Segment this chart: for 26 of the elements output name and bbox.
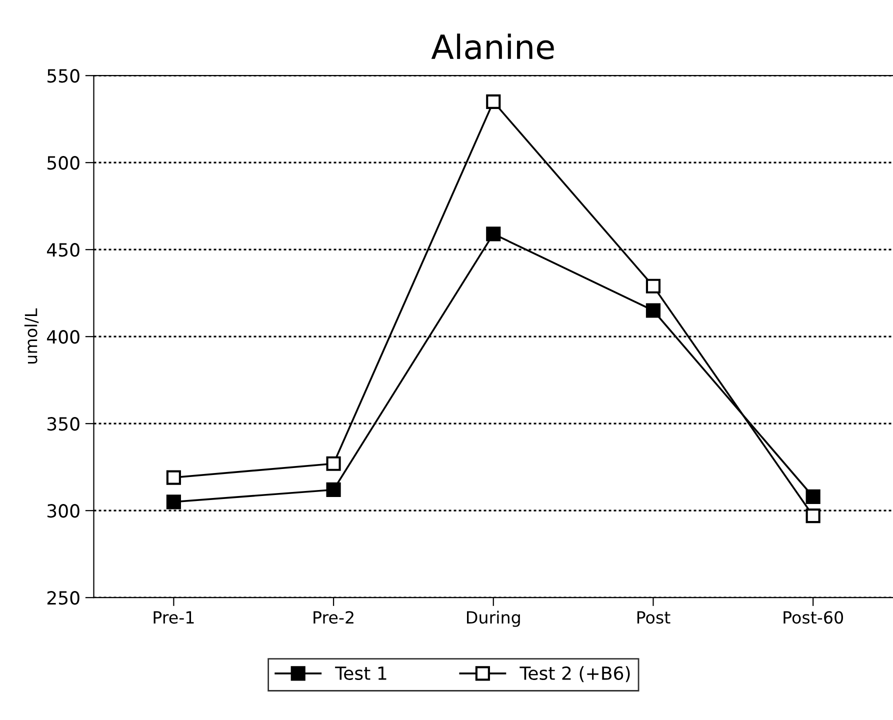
point <box>326 456 341 471</box>
point <box>646 303 661 318</box>
point <box>166 470 181 485</box>
y-tick-label: 250 <box>47 591 80 605</box>
x-tick-label: Post <box>637 611 670 624</box>
y-tick-label: 500 <box>48 156 80 170</box>
point <box>486 226 501 242</box>
point <box>806 489 820 504</box>
chart-title: Alanine <box>431 34 554 60</box>
point <box>326 482 341 498</box>
y-tick-label: 450 <box>46 243 80 257</box>
x-tick-label: During <box>467 610 520 627</box>
y-tick-label: 300 <box>47 504 80 518</box>
point <box>166 494 181 510</box>
y-tick-label: 400 <box>46 330 80 344</box>
x-tick-label: Post-60 <box>784 611 844 624</box>
point <box>806 508 820 524</box>
point <box>646 278 661 294</box>
x-tick-label: Pre-1 <box>154 611 194 624</box>
y-tick-label: 350 <box>47 417 80 431</box>
point <box>486 94 501 109</box>
legend-label: Test 1 <box>335 666 386 680</box>
x-tick-label: Pre-2 <box>314 611 354 624</box>
legend-label: Test 2 (+B6) <box>520 666 630 682</box>
y-axis-title: umol/L <box>24 308 39 364</box>
y-tick-label: 550 <box>48 69 80 83</box>
